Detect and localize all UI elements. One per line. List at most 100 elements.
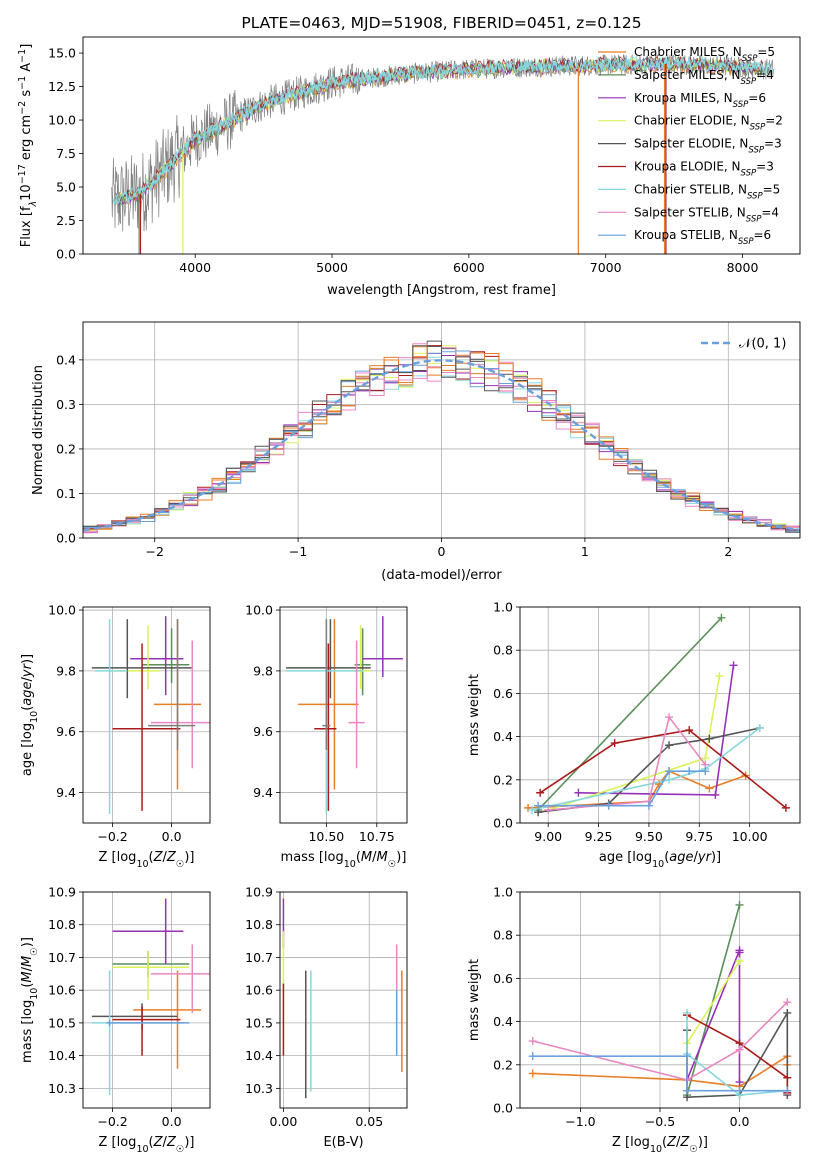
y-tick-label: 2.5 (56, 213, 76, 228)
plus-marker (685, 767, 694, 776)
x-tick-label: 10.50 (308, 829, 344, 844)
y-tick-label: 10.6 (245, 983, 273, 998)
y-tick-label: 0.6 (493, 971, 513, 986)
gridlines (280, 607, 407, 823)
y-tick-label: 15.0 (48, 46, 76, 61)
x-tick-label: 0 (438, 544, 446, 559)
x-tick-label: 9.25 (585, 829, 613, 844)
legend-label: Kroupa ELODIE, NSSP=3 (634, 160, 774, 179)
plus-marker (705, 734, 714, 743)
plot-area (91, 898, 210, 1095)
plus-marker (729, 661, 738, 670)
legend-label: Salpeter MILES, NSSP=4 (634, 68, 774, 87)
plus-marker (735, 957, 744, 966)
x-tick-label: −1.0 (565, 1114, 595, 1129)
x-tick-label: 10.75 (359, 829, 395, 844)
plus-marker (783, 1073, 792, 1082)
y-axis-label: mass weight (467, 959, 482, 1041)
errorbar-point (150, 640, 210, 769)
y-tick-label: 0.6 (493, 686, 513, 701)
gridlines (83, 607, 210, 823)
y-tick-label: 10.9 (48, 885, 76, 900)
y-tick-label: 10.5 (245, 1015, 273, 1030)
y-tick-label: 0.8 (493, 928, 513, 943)
plus-marker (717, 613, 726, 622)
y-tick-label: 10.4 (245, 1048, 273, 1063)
weight-series-line (686, 1014, 789, 1093)
y-tick-label: 0.1 (56, 486, 76, 501)
y-axis-label: mass weight (467, 674, 482, 756)
weight-series-line (539, 729, 787, 809)
plus-marker (524, 803, 533, 812)
errorbar-point (112, 1006, 181, 1056)
y-tick-label: 0.2 (493, 1057, 513, 1072)
x-tick-label: 0.0 (162, 1114, 182, 1129)
errorbar-point (350, 625, 371, 690)
plus-marker (665, 741, 674, 750)
x-tick-label: 6000 (453, 260, 485, 275)
x-tick-label: 10.00 (732, 829, 768, 844)
y-tick-label: 9.8 (253, 663, 273, 678)
y-axis-label: Normed distribution (31, 365, 46, 495)
x-tick-label: −0.2 (97, 1114, 127, 1129)
errorbar-point (348, 640, 365, 769)
plus-marker (644, 801, 653, 810)
plus-marker (755, 723, 764, 732)
plus-marker (610, 739, 619, 748)
x-axis-label: Z [log10(Z/Z☉)] (99, 1135, 195, 1155)
errorbar-point (106, 1019, 190, 1027)
gridlines (280, 891, 407, 1108)
y-tick-label: 9.4 (56, 785, 76, 800)
plus-marker (735, 1086, 744, 1095)
y-axis-label: mass [log10(M/M☉)] (20, 937, 40, 1063)
y-tick-label: 5.0 (56, 180, 76, 195)
plot-area (286, 616, 403, 814)
x-tick-label: −0.5 (645, 1114, 675, 1129)
axes-frame (82, 321, 801, 539)
weight-series-line (686, 904, 741, 1096)
axes-age_vs_mass: 10.50 10.75 9.4 9.6 9.8 10.0 (245, 603, 408, 844)
axes-frame (82, 36, 801, 255)
y-tick-label: 10.8 (245, 917, 273, 932)
plus-marker (685, 726, 694, 735)
legend-label: Kroupa MILES, NSSP=6 (634, 91, 766, 110)
errorbar-point (314, 643, 337, 811)
axes-age_vs_Z: −0.2 0.0 9.4 9.6 9.8 10.0 (48, 603, 211, 844)
errorbar-point (112, 950, 190, 1000)
errorbar-point (91, 970, 184, 1095)
plot-area (111, 54, 775, 254)
y-tick-label: 9.8 (56, 663, 76, 678)
y-tick-label: 10.0 (48, 603, 76, 618)
axes-mass_weight_vs_Z: −1.0 −0.5 0.0 0.0 0.2 0.4 0.6 0.8 1.0 (493, 885, 801, 1129)
plus-marker (528, 806, 537, 815)
plus-marker (683, 1086, 692, 1095)
plus-marker (683, 1008, 692, 1017)
weight-series-line (686, 1010, 789, 1099)
x-tick-label: 7000 (590, 260, 622, 275)
legend-label: Chabrier ELODIE, NSSP=2 (634, 114, 783, 133)
legend-normal-label: 𝒩(0, 1) (739, 337, 786, 352)
plus-marker (715, 672, 724, 681)
x-axis-label: (data-model)/error (381, 568, 502, 583)
plus-marker (701, 767, 710, 776)
legend-label: Salpeter STELIB, NSSP=4 (634, 205, 779, 224)
x-tick-label: 5000 (316, 260, 348, 275)
y-tick-label: 0.0 (493, 1101, 513, 1116)
axes-mass_vs_Z: −0.2 0.0 10.3 10.4 10.5 10.6 10.7 10.8 10.9 (48, 885, 211, 1129)
errorbar-point (94, 619, 128, 814)
errorbar-point (112, 898, 184, 964)
axes-frame (279, 606, 408, 824)
y-tick-label: 10.8 (48, 917, 76, 932)
weight-series-line (531, 727, 761, 811)
x-tick-label: 0.0 (730, 1114, 750, 1129)
x-tick-label: 0.05 (355, 1114, 383, 1129)
x-tick-label: 9.75 (685, 829, 713, 844)
figure-title: PLATE=0463, MJD=51908, FIBERID=0451, z=0… (241, 14, 641, 32)
axes-mass_weight_vs_age: 9.00 9.25 9.50 9.75 10.00 0.0 0.2 0.4 0.6 0.8 1.0 (493, 600, 801, 844)
x-tick-label: 9.50 (635, 829, 663, 844)
y-tick-label: 10.5 (48, 1015, 76, 1030)
x-tick-label: 1 (581, 544, 589, 559)
plus-marker (604, 801, 613, 810)
x-axis-label: wavelength [Angstrom, rest frame] (327, 283, 556, 298)
